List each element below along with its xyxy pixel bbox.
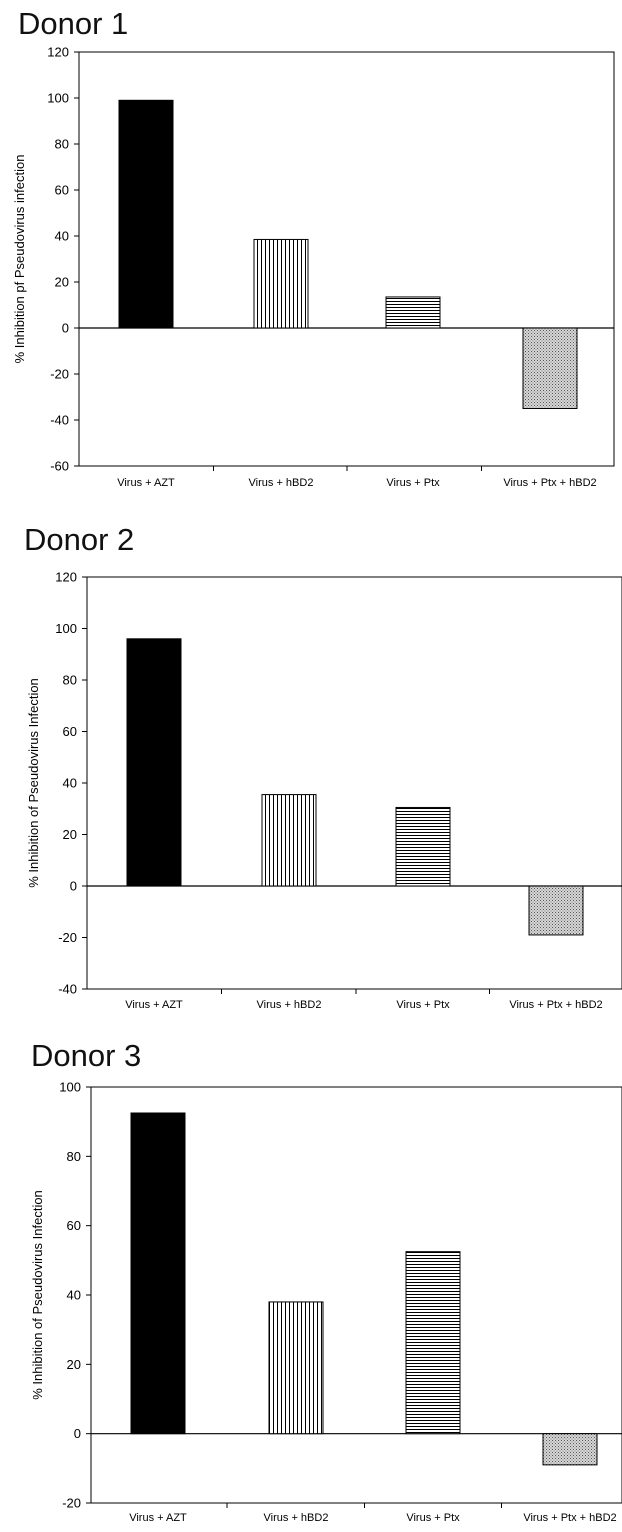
- bar: [405, 1251, 461, 1435]
- y-tick-label: 40: [67, 1288, 81, 1303]
- y-tick-label: 0: [74, 1426, 81, 1441]
- y-tick-label: 0: [62, 321, 69, 336]
- y-axis-label: % Inhibition pf Pseudovirus infection: [12, 155, 27, 364]
- category-label: Virus + Ptx: [406, 1512, 460, 1524]
- bar: [542, 1433, 598, 1466]
- y-tick-label: 60: [63, 724, 77, 739]
- y-tick-label: 100: [55, 621, 77, 636]
- chart-title: Donor 2: [24, 522, 134, 557]
- y-tick-label: 80: [67, 1149, 81, 1164]
- y-tick-label: 20: [55, 275, 69, 290]
- category-label: Virus + AZT: [129, 1512, 187, 1524]
- y-tick-label: 100: [47, 91, 69, 106]
- bar: [261, 794, 317, 887]
- bar: [253, 238, 309, 329]
- y-tick-label: 120: [47, 45, 69, 60]
- bar: [385, 296, 441, 329]
- y-tick-label: -20: [50, 367, 69, 382]
- y-tick-label: -20: [62, 1496, 81, 1511]
- category-label: Virus + AZT: [117, 477, 175, 489]
- category-label: Virus + Ptx: [386, 477, 440, 489]
- y-axis-label: % Inhibition of Pseudovirus Infection: [30, 1190, 45, 1400]
- y-tick-label: 60: [67, 1218, 81, 1233]
- y-tick-label: 60: [55, 183, 69, 198]
- category-label: Virus + hBD2: [257, 999, 322, 1011]
- bar: [395, 806, 451, 887]
- y-tick-label: 80: [63, 673, 77, 688]
- category-label: Virus + hBD2: [264, 1512, 329, 1524]
- chart-donor-3: Donor 3 -20 0 20 40 60 80 100 % Inhibition of Ps…: [30, 1038, 622, 1524]
- y-tick-label: 80: [55, 137, 69, 152]
- y-tick-label: 120: [55, 570, 77, 585]
- y-tick-label: -60: [50, 459, 69, 474]
- chart-donor-1: Donor 1 -60 -40 -20 0 20 40 60 80 100 120 % Inhibit…: [12, 6, 615, 489]
- chart-title: Donor 1: [18, 6, 128, 41]
- y-tick-label: -40: [50, 413, 69, 428]
- y-tick-label: -40: [58, 982, 77, 997]
- category-label: Virus + Ptx + hBD2: [523, 1512, 616, 1524]
- chart-title: Donor 3: [31, 1038, 141, 1073]
- category-label: Virus + hBD2: [249, 477, 314, 489]
- y-tick-label: 20: [67, 1357, 81, 1372]
- y-axis-label: % Inhibition of Pseudovirus Infection: [26, 678, 41, 888]
- y-tick-label: -20: [58, 930, 77, 945]
- bar: [522, 327, 578, 409]
- category-label: Virus + Ptx + hBD2: [503, 477, 596, 489]
- category-label: Virus + Ptx: [396, 999, 450, 1011]
- y-tick-label: 40: [63, 776, 77, 791]
- y-tick-label: 100: [59, 1080, 81, 1095]
- bar: [528, 885, 584, 936]
- y-tick-label: 40: [55, 229, 69, 244]
- chart-donor-2: Donor 2 -40 -20 0 20 40 60 80 100 120 % Inhibition…: [24, 522, 622, 1011]
- y-tick-label: 20: [63, 827, 77, 842]
- bar: [118, 99, 174, 329]
- category-label: Virus + AZT: [125, 999, 183, 1011]
- bar: [130, 1112, 186, 1435]
- bar: [126, 638, 182, 887]
- category-label: Virus + Ptx + hBD2: [509, 999, 602, 1011]
- bar: [268, 1301, 324, 1435]
- y-tick-label: 0: [70, 879, 77, 894]
